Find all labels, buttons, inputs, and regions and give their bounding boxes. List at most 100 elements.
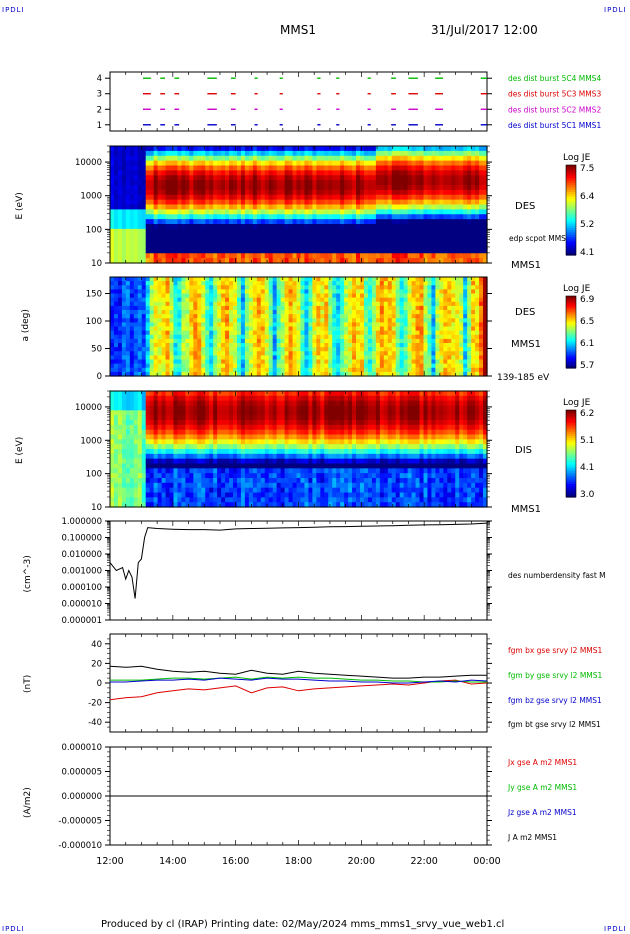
heatmap-cell (110, 334, 115, 340)
heatmap-cell (403, 204, 409, 210)
heatmap-cell (367, 165, 373, 171)
heatmap-cell (260, 194, 266, 201)
heatmap-cell (483, 214, 488, 220)
heatmap-cell (177, 175, 183, 181)
heatmap-cell (284, 359, 290, 365)
heatmap-cell (256, 199, 262, 206)
heatmap-cell (292, 310, 298, 315)
heatmap-cell (375, 310, 381, 315)
heatmap-cell (189, 146, 194, 152)
heatmap-cell (193, 359, 198, 365)
heatmap-cell (248, 204, 254, 210)
heatmap-cell (356, 305, 361, 311)
heatmap-cell (149, 228, 155, 235)
heatmap-cell (217, 347, 222, 352)
heatmap-cell (475, 277, 480, 282)
heatmap-cell (240, 228, 246, 235)
heatmap-cell (363, 289, 369, 295)
heatmap-cell (459, 209, 464, 215)
heatmap-cell (483, 233, 488, 240)
heatmap-cell (391, 160, 397, 167)
heatmap-cell (189, 371, 194, 377)
heatmap-cell (252, 155, 258, 162)
heatmap-cell (161, 224, 167, 230)
heatmap-cell (173, 338, 179, 344)
heatmap-cell (367, 355, 373, 361)
heatmap-cell (252, 194, 258, 201)
heatmap-cell (197, 189, 202, 196)
heatmap-cell (300, 224, 306, 230)
heatmap-cell (419, 293, 425, 299)
heatmap-cell (229, 367, 234, 373)
heatmap-cell (236, 170, 242, 176)
heatmap-cell (352, 214, 357, 220)
heatmap-cell (439, 293, 444, 299)
heatmap-cell (193, 160, 198, 167)
heatmap-cell (387, 185, 393, 191)
heatmap-cell (292, 243, 298, 249)
des-pitch-footer-label: 139-185 eV (497, 373, 550, 383)
heatmap-cell (276, 359, 282, 365)
colorbar-cell (566, 328, 576, 331)
heatmap-cell (197, 224, 202, 230)
corner-label-top-left: IPDLI (2, 6, 25, 14)
heatmap-cell (316, 253, 321, 259)
heatmap-cell (264, 238, 270, 245)
heatmap-cell (415, 199, 421, 206)
heatmap-cell (471, 209, 476, 215)
heatmap-cell (149, 314, 155, 319)
heatmap-cell (371, 253, 377, 259)
heatmap-cell (229, 281, 234, 286)
heatmap-cell (189, 367, 194, 373)
heatmap-cell (348, 293, 353, 299)
heatmap-cell (344, 297, 349, 303)
heatmap-cell (173, 165, 179, 171)
heatmap-cell (276, 371, 282, 377)
heatmap-cell (189, 314, 194, 319)
heatmap-cell (324, 351, 329, 356)
heatmap-cell (415, 238, 421, 245)
heatmap-cell (117, 343, 123, 348)
heatmap-cell (363, 293, 369, 299)
heatmap-cell (240, 189, 246, 196)
heatmap-cell (332, 289, 337, 295)
heatmap-cell (467, 204, 472, 210)
heatmap-cell (419, 155, 425, 162)
heatmap-cell (479, 228, 484, 235)
heatmap-cell (181, 170, 186, 176)
heatmap-cell (185, 253, 190, 259)
heatmap-cell (332, 343, 337, 348)
heatmap-cell (332, 305, 337, 311)
heatmap-cell (137, 219, 143, 225)
heatmap-cell (264, 170, 270, 176)
heatmap-cell (193, 310, 198, 315)
heatmap-cell (157, 359, 163, 365)
heatmap-cell (427, 170, 433, 176)
heatmap-cell (288, 318, 294, 323)
heatmap-cell (248, 326, 254, 332)
heatmap-cell (483, 258, 488, 264)
heatmap-cell (292, 224, 298, 230)
heatmap-cell (459, 367, 464, 373)
heatmap-cell (161, 155, 167, 162)
heatmap-cell (129, 233, 135, 240)
heatmap-cell (308, 185, 313, 191)
heatmap-cell (336, 165, 341, 171)
heatmap-cell (363, 363, 369, 369)
heatmap-cell (451, 170, 456, 176)
heatmap-cell (387, 367, 393, 373)
heatmap-cell (264, 209, 270, 215)
heatmap-cell (463, 330, 468, 336)
heatmap-cell (455, 238, 460, 245)
heatmap-cell (248, 180, 254, 186)
heatmap-cell (169, 281, 175, 286)
heatmap-cell (117, 243, 123, 249)
heatmap-cell (320, 189, 325, 196)
heatmap-cell (173, 351, 179, 356)
heatmap-cell (475, 189, 480, 196)
heatmap-cell (205, 189, 210, 196)
heatmap-cell (328, 233, 333, 240)
heatmap-cell (137, 322, 143, 328)
heatmap-cell (471, 293, 476, 299)
heatmap-cell (419, 326, 425, 332)
